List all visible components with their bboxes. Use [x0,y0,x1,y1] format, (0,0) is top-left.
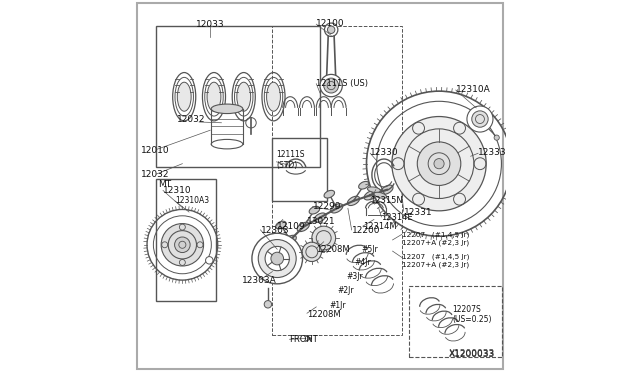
Circle shape [175,237,190,253]
Bar [156,179,216,301]
Bar [156,26,320,167]
Ellipse shape [381,185,393,194]
Text: 12310A3: 12310A3 [175,196,209,205]
Text: #5Jr: #5Jr [361,245,378,254]
Ellipse shape [364,191,376,200]
Text: X1200033: X1200033 [449,350,495,359]
Text: MT: MT [158,180,172,189]
Circle shape [161,224,204,266]
Circle shape [271,252,284,265]
Ellipse shape [309,206,319,214]
Ellipse shape [177,82,191,111]
Circle shape [320,74,342,97]
Circle shape [265,246,289,271]
Ellipse shape [358,182,369,189]
Text: 12208M: 12208M [316,245,350,254]
Text: 12299: 12299 [312,202,341,211]
Text: #3Jr: #3Jr [347,272,364,280]
Text: 12033: 12033 [196,20,225,29]
Ellipse shape [284,235,296,244]
Ellipse shape [237,82,251,111]
Ellipse shape [207,82,221,111]
Text: 12207   (#1,4,5 Jr): 12207 (#1,4,5 Jr) [402,231,469,238]
Circle shape [324,23,338,36]
Circle shape [467,106,493,132]
Text: 12100: 12100 [316,19,345,28]
Bar [410,286,502,357]
Text: 12333: 12333 [478,148,507,157]
Text: 12310A: 12310A [456,85,490,94]
Text: 12207S
(US=0.25): 12207S (US=0.25) [452,305,492,324]
Ellipse shape [267,82,280,111]
Circle shape [328,26,335,33]
Text: X1200033: X1200033 [449,349,495,358]
Circle shape [252,233,303,284]
Circle shape [312,226,335,250]
Circle shape [434,158,444,169]
Text: 12314M: 12314M [363,222,396,231]
Text: 12315N: 12315N [370,196,403,205]
Text: FRONT: FRONT [289,335,318,344]
Text: 13021: 13021 [307,217,335,226]
Text: 12310: 12310 [163,186,191,195]
Ellipse shape [297,222,309,231]
Circle shape [494,135,499,140]
Text: 12111S (US): 12111S (US) [316,79,368,88]
Ellipse shape [271,252,284,261]
Text: #2Jr: #2Jr [338,286,355,295]
Text: #1Jr: #1Jr [330,301,346,310]
Ellipse shape [211,104,243,113]
Circle shape [259,240,296,278]
Text: 12303A: 12303A [242,276,276,285]
Text: 12032: 12032 [141,170,169,179]
Circle shape [205,257,213,264]
Bar [271,26,402,335]
Circle shape [324,78,339,93]
Text: 12032: 12032 [177,115,205,124]
Circle shape [417,142,461,185]
Ellipse shape [331,204,343,213]
Circle shape [264,301,271,308]
Circle shape [392,116,486,211]
Text: 12303: 12303 [260,226,289,235]
Ellipse shape [276,221,286,229]
Text: 12207+A (#2,3 Jr): 12207+A (#2,3 Jr) [402,239,469,246]
Text: #4Jr: #4Jr [354,258,371,267]
Text: 12330: 12330 [370,148,399,157]
Ellipse shape [314,213,326,222]
Circle shape [302,242,321,262]
Ellipse shape [324,190,335,198]
Text: 12331: 12331 [404,208,433,217]
Text: 12207+A (#2,3 Jr): 12207+A (#2,3 Jr) [402,262,469,268]
Text: 12314E: 12314E [381,213,413,222]
Ellipse shape [348,196,360,205]
Ellipse shape [374,192,387,198]
Bar [271,138,328,201]
Text: 12109: 12109 [276,222,305,231]
Text: 12207   (#1,4,5 Jr): 12207 (#1,4,5 Jr) [402,253,469,260]
Ellipse shape [367,187,380,193]
Text: 12200: 12200 [351,226,380,235]
Circle shape [472,111,488,127]
Text: 12208M: 12208M [307,310,340,319]
Text: 12111S
(STD): 12111S (STD) [276,150,305,170]
Text: 12010: 12010 [141,146,170,155]
